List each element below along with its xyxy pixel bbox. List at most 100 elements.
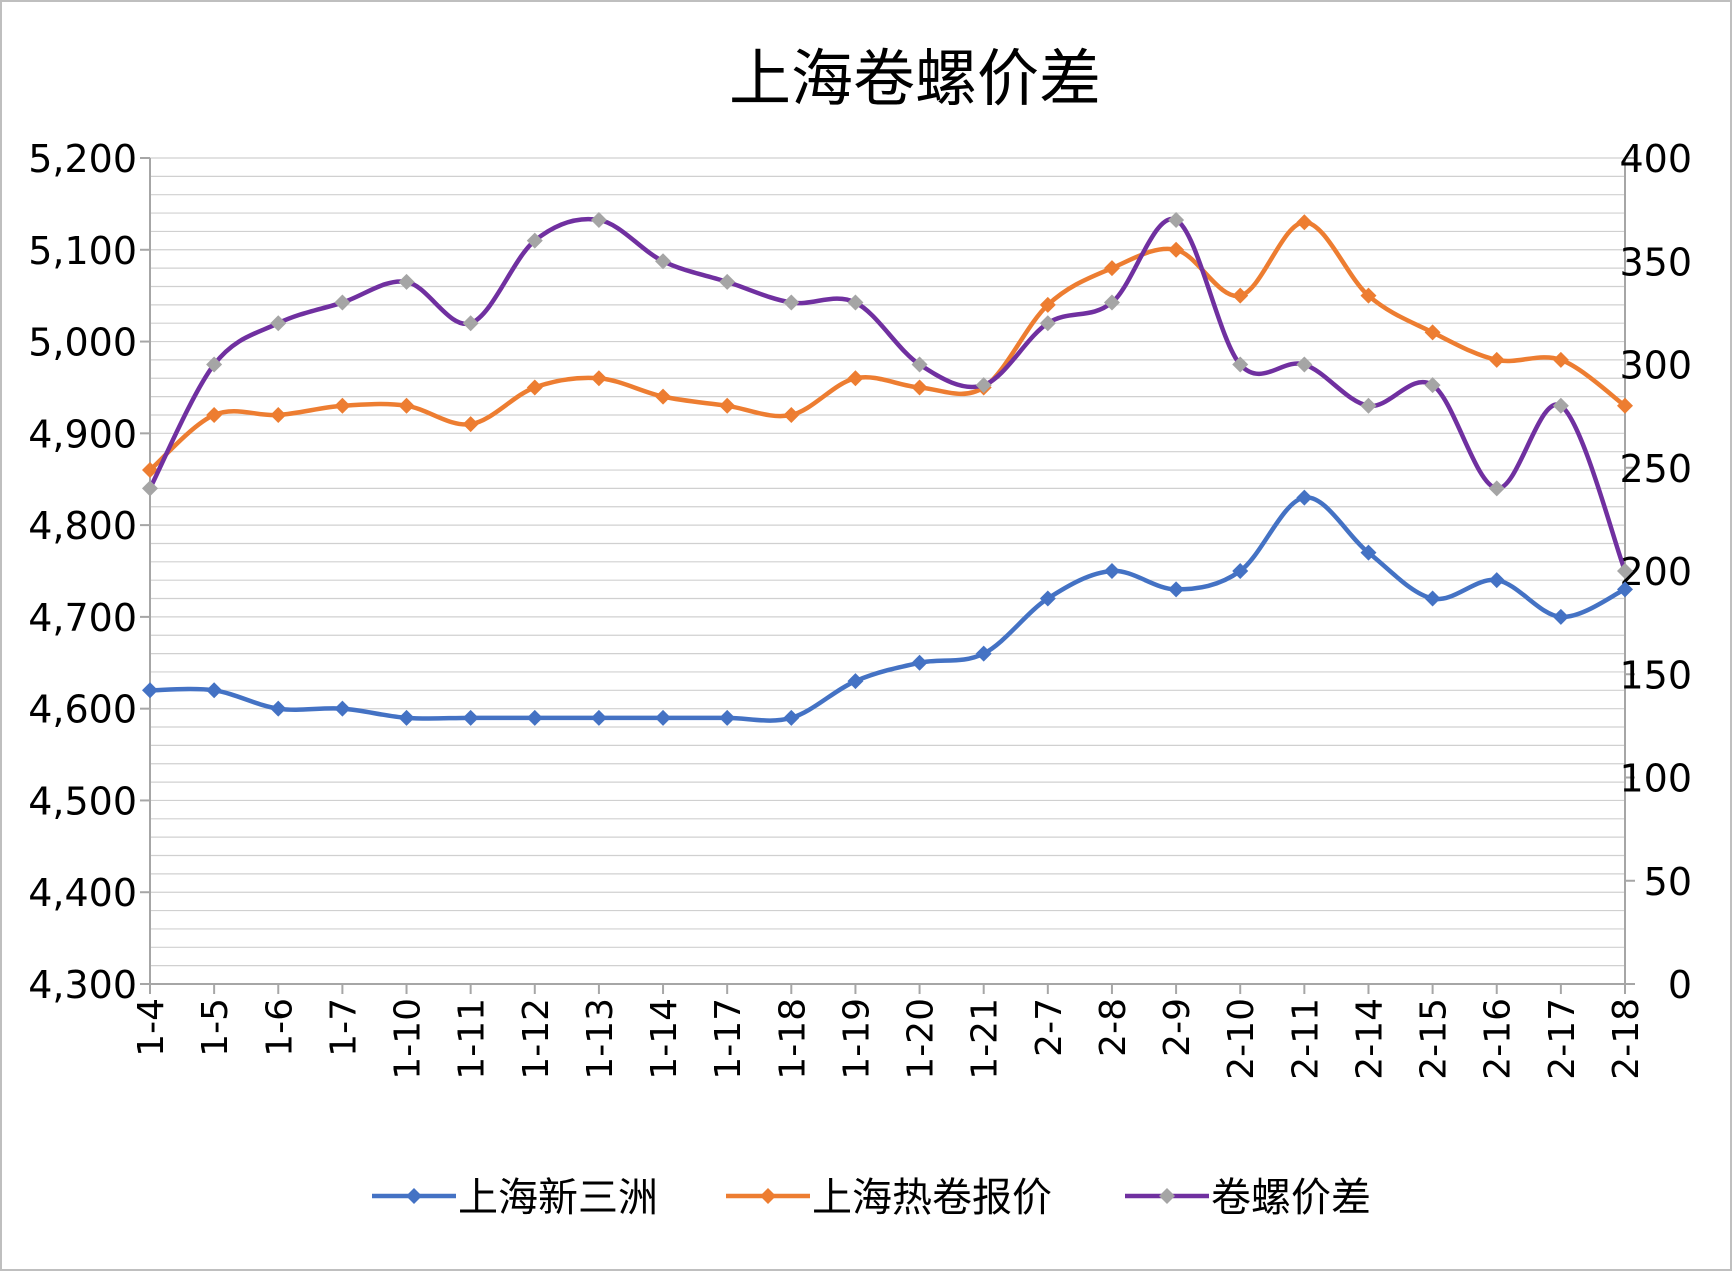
x-tick-label: 2-15 <box>1414 998 1455 1080</box>
series-point <box>1552 351 1569 368</box>
x-tick-label: 1-12 <box>516 998 557 1080</box>
series-point <box>1232 287 1249 304</box>
series-point <box>206 406 223 423</box>
series-point <box>1103 294 1120 311</box>
series-point <box>1360 287 1377 304</box>
legend-label: 上海新三洲 <box>458 1175 658 1221</box>
x-tick-label: 2-7 <box>1029 998 1070 1057</box>
series-point <box>1424 590 1441 607</box>
y-right-tick-label: 350 <box>1619 240 1692 284</box>
x-tick-label: 1-7 <box>323 998 364 1057</box>
series-point <box>206 682 223 699</box>
series-point <box>1617 581 1633 598</box>
series-point <box>1488 480 1505 497</box>
y-left-tick-label: 4,300 <box>28 963 137 1007</box>
series-point <box>398 397 415 414</box>
y-left-tick-label: 4,900 <box>28 412 137 456</box>
x-tick-label: 2-16 <box>1478 998 1519 1080</box>
series-point <box>975 377 992 394</box>
series-point <box>1488 351 1505 368</box>
series-point <box>462 416 479 433</box>
series-point <box>398 709 415 726</box>
series-point <box>1617 563 1633 579</box>
series-1 <box>142 489 1633 726</box>
y-left-tick-label: 4,800 <box>28 504 137 548</box>
series-point <box>655 253 672 270</box>
y-right-tick-label: 250 <box>1619 447 1692 491</box>
series-point <box>270 700 287 717</box>
series-point <box>334 397 351 414</box>
x-tick-label: 2-18 <box>1606 998 1647 1080</box>
series-point <box>1360 397 1377 414</box>
series-point <box>911 654 928 671</box>
series-point <box>1552 608 1569 625</box>
series-point <box>334 700 351 717</box>
series-point <box>1552 397 1569 414</box>
y-left-tick-label: 4,600 <box>28 688 137 732</box>
y-left-tick-label: 5,100 <box>28 229 137 273</box>
series-point <box>1488 572 1505 589</box>
series <box>142 211 1633 726</box>
series-point <box>1296 356 1313 373</box>
x-tick-label: 1-13 <box>580 998 621 1080</box>
x-tick-label: 2-11 <box>1285 998 1326 1080</box>
series-point <box>590 211 607 228</box>
legend-item-3: 卷螺价差 <box>1125 1175 1371 1221</box>
series-point <box>847 673 864 690</box>
y-left-tick-label: 4,500 <box>28 779 137 823</box>
legend: 上海新三洲 上海热卷报价 卷螺价差 <box>372 1175 1371 1221</box>
series-point <box>783 294 800 311</box>
series-3 <box>142 211 1633 579</box>
y-left-tick-label: 5,200 <box>28 137 137 181</box>
x-tick-label: 1-21 <box>965 998 1006 1080</box>
x-tick-label: 1-19 <box>836 998 877 1080</box>
series-point <box>590 370 607 387</box>
series-point <box>206 356 223 373</box>
y-right-tick-label: 150 <box>1619 653 1692 697</box>
series-point <box>462 709 479 726</box>
legend-marker <box>406 1188 422 1204</box>
legend-item-1: 上海新三洲 <box>372 1175 658 1221</box>
chart-title: 上海卷螺价差 <box>729 42 1101 115</box>
x-tick-label: 2-10 <box>1221 998 1262 1080</box>
x-tick-label: 2-14 <box>1349 998 1390 1080</box>
series-point <box>142 682 158 699</box>
y-right-tick-label: 50 <box>1644 860 1692 904</box>
x-tick-label: 1-5 <box>195 998 236 1057</box>
y-right-tick-label: 300 <box>1619 344 1692 388</box>
legend-marker <box>1159 1188 1175 1204</box>
series-point <box>526 232 543 249</box>
series-point <box>719 273 736 290</box>
series-point <box>975 645 992 662</box>
x-tick-label: 2-17 <box>1542 998 1583 1080</box>
legend-label: 卷螺价差 <box>1211 1175 1371 1221</box>
series-point <box>1424 377 1441 394</box>
series-point <box>719 397 736 414</box>
series-point <box>1103 260 1120 277</box>
series-point <box>847 294 864 311</box>
x-tick-label: 2-8 <box>1093 998 1134 1057</box>
y-left-tick-label: 5,000 <box>28 321 137 365</box>
y-right-tick-label: 100 <box>1619 757 1692 801</box>
x-tick-label: 1-17 <box>708 998 749 1080</box>
series-point <box>1360 544 1377 561</box>
legend-label: 上海热卷报价 <box>812 1175 1052 1221</box>
x-tick-label: 1-18 <box>772 998 813 1080</box>
series-point <box>911 356 928 373</box>
x-tick-label: 1-14 <box>644 998 685 1080</box>
y-left-tick-label: 4,400 <box>28 871 137 915</box>
series-point <box>590 709 607 726</box>
series-point <box>1168 211 1185 228</box>
x-tick-label: 1-6 <box>259 998 300 1057</box>
series-point <box>1039 315 1056 332</box>
series-point <box>526 709 543 726</box>
series-point <box>1617 397 1633 414</box>
series-point <box>334 294 351 311</box>
series-point <box>1232 356 1249 373</box>
series-point <box>526 379 543 396</box>
axes: 4,300 4,400 4,500 4,600 4,700 4,800 4,900 5,000… <box>28 137 1692 1080</box>
series-point <box>462 315 479 332</box>
series-point <box>398 273 415 290</box>
